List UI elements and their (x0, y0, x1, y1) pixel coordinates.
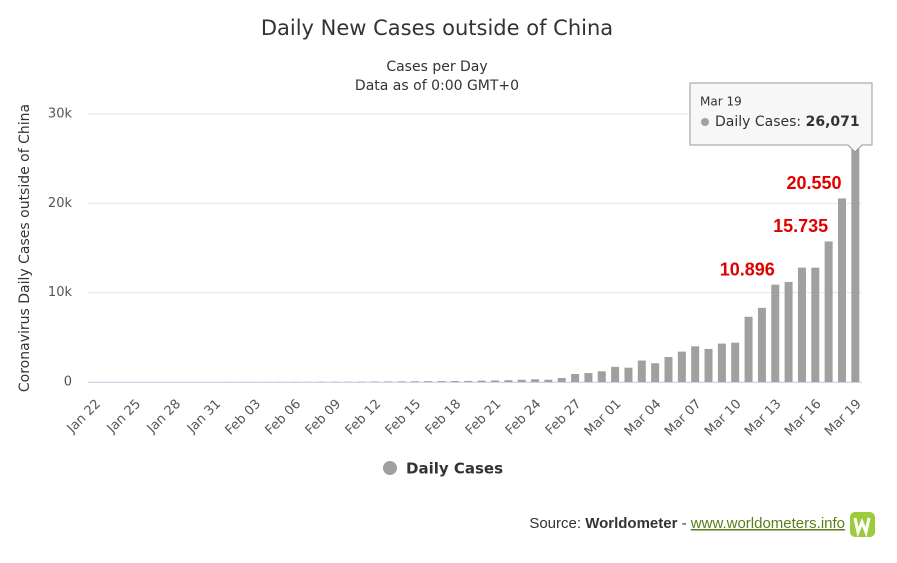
bar (691, 346, 700, 382)
source: Source: Worldometer - www.worldometers.i… (529, 515, 845, 532)
x-tick-label: Mar 07 (662, 397, 705, 440)
bar (744, 316, 753, 382)
y-tick-label: 10k (48, 285, 73, 300)
x-tick-label: Feb 09 (303, 397, 345, 439)
data-label: 10.896 (720, 259, 775, 279)
bar (637, 360, 646, 382)
bar (704, 348, 713, 382)
bar (424, 381, 433, 382)
x-tick-label: Feb 18 (423, 397, 465, 439)
source-prefix: Source: (529, 515, 581, 532)
legend-marker (383, 461, 397, 475)
x-tick-label: Jan 22 (64, 397, 104, 437)
logo-glyph (853, 517, 871, 538)
bar (597, 371, 606, 382)
source-link[interactable]: www.worldometers.info (690, 515, 845, 532)
x-tick-label: Jan 31 (184, 397, 224, 437)
bar (504, 380, 513, 382)
x-tick-label: Feb 03 (223, 397, 265, 439)
legend[interactable]: Daily Cases (383, 460, 503, 478)
bar (491, 380, 500, 382)
logo (850, 512, 875, 538)
x-tick-label: Mar 01 (582, 397, 625, 440)
bar (784, 281, 793, 382)
bar (410, 381, 419, 382)
x-tick-label: Mar 19 (822, 397, 865, 440)
bar (824, 241, 833, 382)
data-label: 20.550 (786, 173, 841, 193)
bar (517, 379, 526, 382)
x-tick-label: Jan 25 (104, 397, 144, 437)
bar (771, 284, 780, 382)
subtitle: Cases per Day (386, 59, 487, 75)
tooltip-box (689, 82, 873, 153)
bar (811, 267, 820, 382)
bar (624, 367, 633, 382)
bar (477, 380, 486, 382)
x-tick-label: Feb 15 (383, 397, 425, 439)
bar (384, 381, 393, 382)
x-tick-label: Jan 28 (144, 397, 184, 437)
tooltip: Mar 19 Daily Cases: 26,071 (689, 82, 873, 153)
tooltip-marker (701, 118, 709, 126)
bar (464, 380, 473, 382)
x-tick-label: Feb 12 (343, 397, 385, 439)
x-tick-label: Feb 21 (463, 397, 505, 439)
y-tick-label: 0 (64, 375, 72, 390)
bar (557, 377, 566, 382)
bar (731, 342, 740, 382)
x-tick-label: Feb 06 (263, 397, 305, 439)
bar (837, 198, 846, 382)
bar (571, 373, 580, 382)
x-tick-label: Mar 13 (742, 397, 785, 440)
bar (544, 379, 553, 382)
bar (664, 356, 673, 382)
x-tick-label: Mar 04 (622, 397, 665, 440)
bar (450, 381, 459, 382)
y-axis-title: Coronavirus Daily Cases outside of China (17, 104, 33, 392)
x-tick-label: Feb 27 (543, 397, 585, 439)
chart-title: Daily New Cases outside of China (261, 16, 613, 40)
bar (677, 351, 686, 382)
legend-label[interactable]: Daily Cases (406, 460, 503, 478)
bar (531, 379, 540, 382)
bar (797, 267, 806, 382)
bar (611, 366, 620, 382)
source-name: Worldometer (585, 515, 677, 532)
bar (437, 381, 446, 382)
x-tick-label: Mar 10 (702, 397, 745, 440)
data-label: 15.735 (773, 216, 828, 236)
bar (851, 149, 860, 382)
subtitle: Data as of 0:00 GMT+0 (355, 78, 519, 94)
bar (757, 307, 766, 382)
y-tick-label: 20k (48, 196, 73, 211)
x-tick-label: Feb 24 (503, 397, 545, 439)
tooltip-value: 26,071 (806, 114, 860, 130)
bar (651, 363, 660, 382)
source-separator: - (682, 515, 687, 532)
bar (397, 381, 406, 382)
bar (717, 343, 726, 382)
tooltip-label: Daily Cases: (715, 114, 801, 130)
bar (584, 373, 593, 382)
tooltip-text: Daily Cases: 26,071 (715, 114, 860, 130)
tooltip-date: Mar 19 (700, 95, 742, 109)
x-tick-label: Mar 16 (782, 397, 825, 440)
y-tick-label: 30k (48, 107, 73, 122)
